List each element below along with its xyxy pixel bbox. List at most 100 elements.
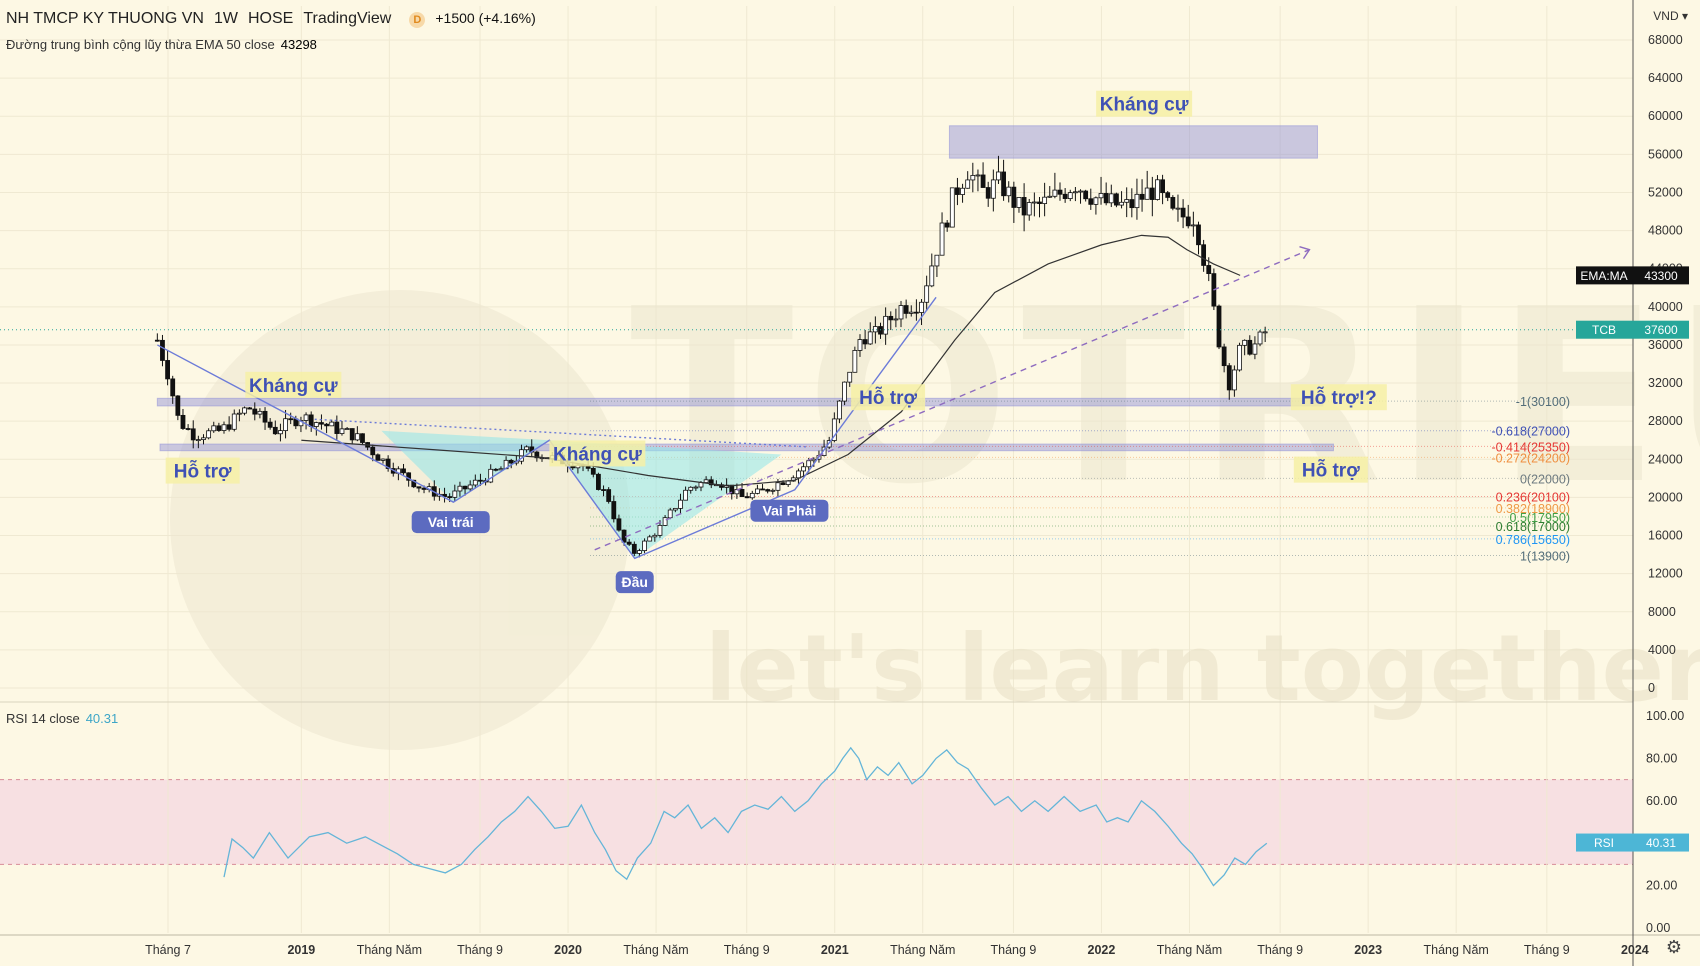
candle-body [406,472,412,481]
candle-body [760,488,765,491]
pattern-pill [615,571,654,594]
gear-icon[interactable]: ⚙ [1665,937,1682,957]
candle-body [985,187,991,199]
candle-body [693,486,699,489]
candle-body [190,428,196,441]
candle-body [796,470,801,479]
fib-label: 0.382(18900) [1496,502,1570,516]
price-tick-label: 4000 [1648,643,1676,657]
candle-body [1093,197,1099,205]
candle-body [775,482,781,491]
time-tick-label: Tháng 9 [457,943,503,957]
price-axis-tag: TCB 37600 [1576,320,1689,339]
price-tick-label: 36000 [1648,338,1683,352]
candle-body [960,187,965,195]
candle-body [201,437,206,441]
rsi-legend[interactable]: RSI 14 close 40.31 [6,711,118,726]
annotation-bg [245,371,342,398]
candle-body [385,458,391,469]
candle-body [354,433,360,441]
ema-axis-tag-label-bg [1576,266,1633,285]
candle-body [442,493,447,497]
candle-body [160,339,165,361]
rsi-axis-tag-value: 40.31 [1646,836,1676,850]
candle-body [334,421,340,434]
pattern-line-2 [594,249,1310,551]
pattern-pill-label: Vai Phải [763,503,817,519]
candle-body [1031,201,1037,204]
candle-body [672,507,678,511]
rsi-axis-tag-label-bg [1576,833,1633,852]
candle-body [965,179,971,189]
candle-body [1067,192,1073,199]
candle-body [1047,195,1053,198]
candle-body [278,430,283,435]
candle-body [919,301,924,313]
candle-body [703,479,709,483]
candle-body [811,458,817,462]
candle-body [1001,171,1006,197]
candle-body [975,174,981,177]
candle-body [939,222,945,256]
candle-body [1247,339,1253,355]
candle-body [1206,265,1212,275]
candle-body [596,473,601,490]
candle-body [375,454,381,461]
candle-body [1072,191,1078,194]
candle-body [313,422,319,427]
candle-body [472,479,478,486]
rsi-axis-tag-value-bg [1633,833,1689,852]
price-axis-tag-value: 37600 [1644,323,1678,337]
currency-selector[interactable]: VND ▾ [1653,9,1688,23]
candle-body [1201,244,1207,266]
candle-body [1006,186,1012,197]
candle-body [1052,189,1058,197]
candle-body [1190,224,1196,227]
fib-label: 0.786(15650) [1496,533,1570,547]
candle-body [1149,187,1155,200]
candle-body [1108,193,1114,204]
candle-body [452,490,458,498]
candle-body [1062,193,1068,199]
candle-body [1037,201,1042,204]
zone-2 [948,125,1318,159]
candle-body [801,466,806,472]
candle-body [852,350,858,373]
candle-body [154,339,160,342]
candle-body [944,222,950,228]
candle-body [1083,190,1089,200]
candle-body [872,326,878,333]
candle-body [924,285,930,303]
candle-body [908,311,914,314]
fib-label: 0.618(17000) [1496,520,1570,534]
candle-body [216,425,222,431]
fib-label: -0.618(27000) [1491,425,1570,439]
candle-body [678,499,683,509]
symbol-name[interactable]: NH TMCP KY THUONG VN [6,10,204,27]
time-tick-label: Tháng 9 [1257,943,1303,957]
interval[interactable]: 1W [213,10,238,27]
candle-body [349,428,355,441]
candle-body [662,517,668,526]
annotation-label: Hỗ trợ!? [1301,387,1377,409]
price-tick-label: 8000 [1648,605,1676,619]
candle-body [601,489,606,491]
candle-body [1175,207,1181,210]
rsi-axis-tag-label: RSI [1594,836,1614,850]
candle-body [631,543,637,554]
candle-body [1221,346,1227,367]
time-tick-label: 2024 [1621,943,1649,957]
candle-body [1226,365,1232,391]
candle-body [647,536,653,542]
exchange: HOSE [247,10,294,27]
time-tick-label: 2020 [554,943,582,957]
ema-legend[interactable]: Đường trung bình cộng lũy thừa EMA 50 cl… [6,37,317,52]
candle-body [1237,344,1242,371]
candle-body [283,418,288,432]
candle-body [344,428,350,430]
candle-body [996,171,1001,181]
price-tick-label: 24000 [1648,452,1683,466]
candle-body [478,479,483,482]
time-tick-label: Tháng 7 [145,943,191,957]
